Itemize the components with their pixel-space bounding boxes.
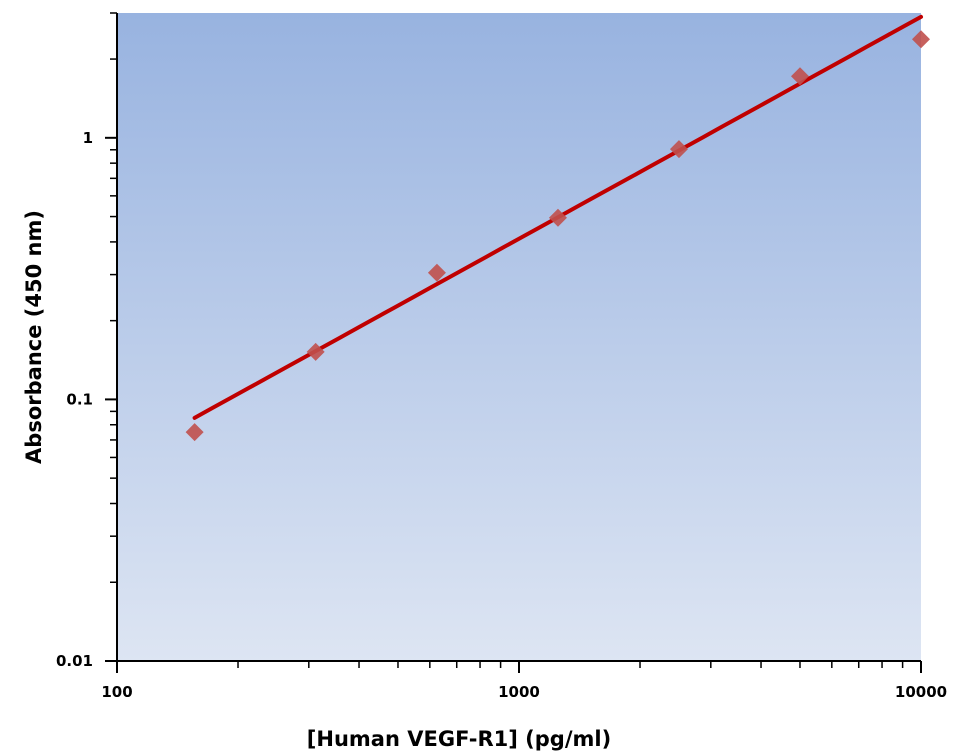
major-ticks (105, 136, 922, 673)
x-axis-title: [Human VEGF-R1] (pg/ml) (307, 727, 611, 751)
x-tick-label: 10000 (895, 683, 947, 701)
data-point (185, 423, 204, 442)
data-point (790, 67, 809, 86)
y-tick-label: 0.01 (56, 652, 93, 670)
minor-ticks (110, 12, 904, 668)
data-point (306, 342, 325, 361)
plot-area (117, 13, 921, 661)
x-tick-label: 1000 (498, 683, 540, 701)
y-tick-labels: 0.01 0.1 1 (56, 129, 93, 670)
data-point (912, 30, 930, 49)
y-tick-label: 1 (83, 129, 93, 147)
data-point (669, 140, 688, 159)
axis-lines (116, 13, 921, 662)
data-point (548, 208, 567, 227)
x-tick-label: 100 (101, 683, 132, 701)
x-tick-labels: 100 1000 10000 (101, 683, 947, 701)
y-tick-label: 0.1 (66, 390, 93, 408)
y-axis-title: Absorbance (450 nm) (22, 210, 46, 464)
data-point (427, 263, 446, 282)
data-points (185, 30, 930, 442)
